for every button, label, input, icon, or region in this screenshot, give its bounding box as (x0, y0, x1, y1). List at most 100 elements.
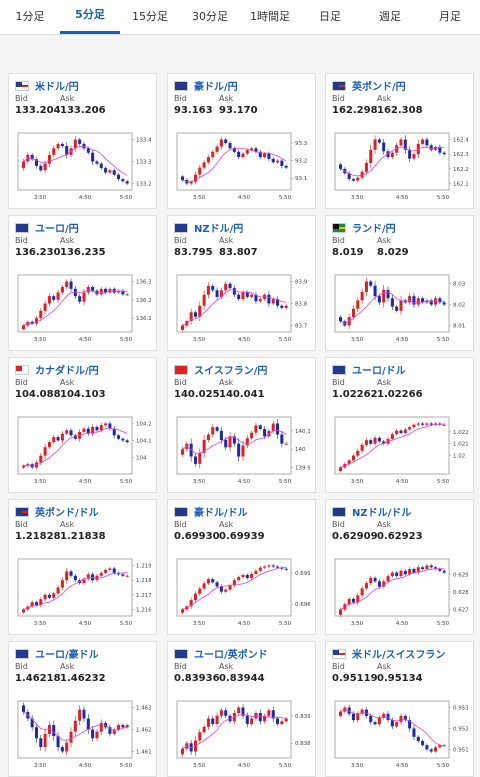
y-tick-label: 104.2 (136, 422, 151, 428)
rate-card[interactable]: NZドル/ドル Bid Ask 0.62909 0.62923 0.629 0.628 0.6… (325, 499, 474, 635)
rate-card[interactable]: ユーロ/円 Bid Ask 136.230 136.235 136.3 136.2 136.1… (8, 215, 157, 351)
candle (403, 139, 407, 150)
rate-card[interactable]: NZドル/円 Bid Ask 83.795 83.807 83.9 83.8 83.7 3:50… (167, 215, 316, 351)
tab-5[interactable]: 日足 (319, 10, 341, 23)
y-tick-label: 133.2 (136, 181, 151, 187)
pair-link[interactable]: 英ポンド/円 (352, 82, 406, 93)
candle (416, 298, 420, 305)
ca-flag-icon (15, 364, 29, 375)
bid-value: 93.163 (174, 105, 213, 116)
candle (250, 573, 254, 579)
candlestick-chart[interactable]: 0.953 0.952 0.951 3:50 4:50 5:50 (332, 698, 468, 772)
pair-link[interactable]: ランド/円 (352, 224, 396, 235)
ask-label: Ask (60, 378, 75, 387)
candle (206, 718, 210, 727)
tab-6[interactable]: 週足 (379, 10, 401, 23)
candle (254, 713, 258, 719)
tab-4[interactable]: 1時間足 (250, 10, 290, 23)
candle (22, 161, 26, 169)
pair-link[interactable]: ユーロ/豪ドル (35, 650, 99, 661)
rate-card[interactable]: ユーロ/ドル Bid Ask 1.02262 1.02266 1.022 1.021 1.02… (325, 357, 474, 493)
candle (395, 572, 399, 577)
pair-link[interactable]: カナダドル/円 (35, 366, 99, 377)
x-tick-label: 3:50 (34, 763, 47, 769)
candle (390, 434, 394, 439)
rate-card[interactable]: 米ドル/スイスフラン Bid Ask 0.95119 0.95134 0.953 0.952… (325, 641, 474, 777)
candlestick-chart[interactable]: 93.3 93.2 93.1 3:50 4:50 5:50 (174, 130, 310, 204)
x-tick-label: 5:50 (437, 479, 450, 485)
candle (351, 179, 355, 181)
candlestick-chart[interactable]: 1.219 1.218 1.217 1.216 3:50 4:50 5:50 (15, 556, 151, 630)
tab-7[interactable]: 月足 (439, 10, 461, 23)
bid-label: Bid (174, 378, 187, 387)
pair-link[interactable]: NZドル/ドル (352, 508, 412, 519)
candlestick-chart[interactable]: 140.1 140 139.9 3:50 4:50 5:50 (174, 414, 310, 488)
candle (202, 162, 206, 168)
tab-2[interactable]: 15分足 (132, 10, 168, 23)
candlestick-chart[interactable]: 0.8395 0.8385 3:50 4:50 5:50 (174, 698, 310, 772)
candlestick-chart[interactable]: 83.9 83.8 83.7 3:50 4:50 5:50 (174, 272, 310, 346)
y-tick-label: 0.699 (295, 571, 310, 577)
candlestick-chart[interactable]: 162.4 162.3 162.2 162.1 3:50 4:50 5:50 (332, 130, 468, 204)
tab-3[interactable]: 30分足 (192, 10, 228, 23)
ask-value: 133.206 (60, 105, 106, 116)
pair-link[interactable]: ユーロ/英ポンド (194, 650, 268, 661)
candle (86, 718, 90, 730)
rate-card[interactable]: 英ポンド/ドル Bid Ask 1.21828 1.21838 1.219 1.218 1.2… (8, 499, 157, 635)
candlestick-chart[interactable]: 8.03 8.02 8.01 3:50 4:50 5:50 (332, 272, 468, 346)
rate-card[interactable]: スイスフラン/円 Bid Ask 140.025 140.041 140.1 140 139.… (167, 357, 316, 493)
pair-link[interactable]: 豪ドル/円 (194, 82, 238, 93)
pair-link[interactable]: 豪ドル/ドル (194, 508, 248, 519)
candle (412, 154, 416, 159)
pair-link[interactable]: ユーロ/ドル (352, 366, 406, 377)
rate-card[interactable]: ランド/円 Bid Ask 8.019 8.029 8.03 8.02 8.01 3:50 4:5… (325, 215, 474, 351)
pair-link[interactable]: ユーロ/円 (35, 224, 79, 235)
tab-1[interactable]: 5分足 (60, 0, 120, 34)
rate-card[interactable]: 英ポンド/円 Bid Ask 162.298 162.308 162.4 162.3 162.… (325, 73, 474, 209)
candle (215, 427, 219, 431)
candle (373, 437, 377, 444)
x-tick-label: 5:50 (437, 195, 450, 201)
candlestick-chart[interactable]: 136.3 136.2 136.1 3:50 4:50 5:50 (15, 272, 151, 346)
rate-card[interactable]: 米ドル/円 Bid Ask 133.204 133.206 133.4 133.3 133.2… (8, 73, 157, 209)
candle (232, 580, 236, 586)
candle (395, 145, 399, 153)
x-tick-label: 4:50 (396, 763, 409, 769)
candle (369, 577, 373, 584)
candlestick-chart[interactable]: 0.629 0.628 0.627 3:50 4:50 5:50 (332, 556, 468, 630)
y-tick-label: 83.8 (295, 302, 308, 308)
candlestick-chart[interactable]: 104.2 104.1 104 3:50 4:50 5:50 (15, 414, 151, 488)
y-tick-label: 162.3 (453, 152, 468, 158)
y-tick-label: 8.02 (453, 303, 465, 309)
ask-label: Ask (377, 236, 392, 245)
pair-link[interactable]: 米ドル/円 (35, 82, 79, 93)
pair-link[interactable]: 英ポンド/ドル (35, 508, 99, 519)
candlestick-chart[interactable]: 1.022 1.021 1.02 3:50 4:50 5:50 (332, 414, 468, 488)
candle (408, 149, 412, 159)
rate-card[interactable]: カナダドル/円 Bid Ask 104.088 104.103 104.2 104.1 104… (8, 357, 157, 493)
candle (339, 467, 343, 472)
candle (429, 749, 433, 752)
ask-label: Ask (60, 236, 75, 245)
card-header: ユーロ/円 (15, 220, 79, 235)
pair-link[interactable]: 米ドル/スイスフラン (352, 650, 446, 661)
ask-label: Ask (219, 94, 234, 103)
candlestick-chart[interactable]: 133.4 133.3 133.2 3:50 4:50 5:50 (15, 130, 151, 204)
candle (39, 165, 43, 171)
tab-0[interactable]: 1分足 (15, 10, 45, 23)
pair-link[interactable]: スイスフラン/円 (194, 366, 268, 377)
candlestick-chart[interactable]: 0.699 0.696 3:50 4:50 5:50 (174, 556, 310, 630)
rate-card[interactable]: 豪ドル/円 Bid Ask 93.163 93.170 93.3 93.2 93.1 3:50 4… (167, 73, 316, 209)
candle (442, 570, 446, 573)
pair-link[interactable]: NZドル/円 (194, 224, 244, 235)
candle (189, 600, 193, 607)
rate-card[interactable]: ユーロ/豪ドル Bid Ask 1.46218 1.46232 1.463 1.462 1.4… (8, 641, 157, 777)
y-tick-label: 0.627 (453, 607, 468, 613)
y-tick-label: 162.2 (453, 167, 468, 173)
rate-card[interactable]: 豪ドル/ドル Bid Ask 0.69930 0.69939 0.699 0.696 3:50… (167, 499, 316, 635)
candle (34, 159, 38, 166)
card-header: ランド/円 (332, 220, 396, 235)
y-tick-label: 1.021 (453, 442, 468, 448)
